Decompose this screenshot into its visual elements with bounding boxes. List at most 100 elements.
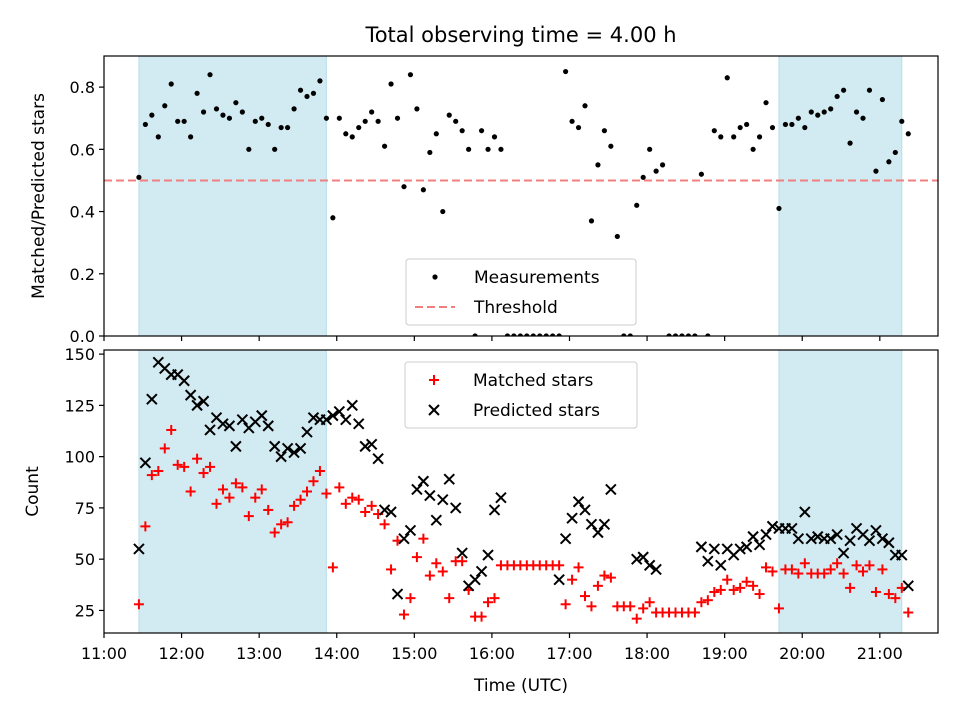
top-series-1-point	[705, 333, 711, 336]
bottom-series-1-point	[230, 478, 241, 489]
top-series-1-point	[847, 140, 853, 146]
bottom-series-1-point	[153, 465, 164, 476]
bottom-series-1-point	[321, 488, 332, 499]
top-series-1-point	[711, 128, 717, 134]
top-series-1-point	[614, 233, 620, 240]
bottom-series-2-point	[812, 530, 824, 543]
top-series-1-point	[265, 121, 271, 128]
bottom-series-2-point	[824, 532, 837, 545]
bottom-series-2-point	[236, 414, 249, 426]
top-chart-title: Total observing time = 4.00 h	[364, 23, 676, 47]
top-series-1-point	[278, 124, 284, 131]
top-series-1-point	[233, 100, 239, 106]
top-series-1-point	[653, 168, 659, 174]
bottom-series-2-point	[760, 528, 772, 541]
bottom-series-2-point	[139, 457, 152, 469]
bottom-y-tick-label: 50	[75, 550, 95, 569]
top-series-1-point	[388, 81, 394, 87]
bottom-y-tick-label: 100	[64, 448, 95, 467]
top-series-1-point	[394, 115, 401, 121]
bottom-legend-marker-1	[429, 375, 439, 385]
bottom-series-2-point	[876, 532, 889, 545]
bottom-series-1-point	[715, 584, 726, 595]
top-series-1-point	[291, 106, 297, 112]
bottom-series-1-point	[308, 476, 319, 487]
top-series-1-point	[375, 118, 381, 124]
top-y-tick-label: 0.6	[70, 140, 95, 159]
bottom-series-1-point	[334, 482, 345, 493]
top-series-1-point	[517, 333, 523, 336]
bottom-series-2-point	[320, 414, 333, 426]
bottom-series-1-point	[347, 492, 358, 503]
top-series-1-point	[356, 124, 362, 131]
top-series-1-point	[239, 109, 245, 115]
bottom-series-1-point	[411, 552, 422, 563]
bottom-series-2-point	[715, 559, 727, 572]
top-series-1-point	[899, 118, 905, 124]
bottom-series-2-point	[495, 491, 507, 504]
top-series-1-point	[349, 134, 355, 140]
top-series-1-point	[841, 87, 847, 93]
top-panel: 0.0 0.2 0.4 0.6 0.8 Matched/Predicted stars Me…	[29, 55, 939, 346]
top-series-1-point	[369, 109, 375, 115]
bottom-series-1-point	[741, 576, 752, 587]
bottom-series-2-point	[281, 442, 294, 455]
bottom-panel: 11:00 12:00 13:00 14:00 15:00 16:00 17:00 18:00…	[23, 345, 939, 663]
top-series-1-point	[330, 215, 336, 221]
top-series-1-point	[659, 162, 666, 168]
bottom-series-2-point	[579, 504, 591, 516]
top-series-1-point	[737, 124, 743, 131]
bottom-series-1-point	[179, 461, 190, 472]
bottom-series-1-point	[217, 484, 228, 495]
bottom-series-2-point	[301, 426, 313, 438]
top-series-1-point	[634, 202, 640, 208]
top-series-1-point	[427, 149, 433, 156]
bottom-series-1-point	[192, 453, 203, 464]
bottom-series-2-point	[307, 411, 320, 424]
bottom-series-2-point	[437, 493, 449, 506]
bottom-series-2-point	[637, 551, 649, 563]
top-series-1-point	[466, 146, 472, 152]
top-series-1-point	[724, 75, 730, 81]
top-series-1-point	[381, 143, 388, 149]
bottom-series-2-point	[799, 506, 811, 518]
bottom-series-2-point	[230, 440, 242, 453]
bottom-series-1-point	[140, 521, 151, 532]
top-series-1-point	[834, 93, 840, 100]
top-series-1-point	[679, 333, 685, 336]
bottom-series-2-point	[792, 532, 805, 545]
top-series-1-point	[259, 115, 265, 121]
bottom-y-tick-label: 25	[75, 601, 95, 620]
top-series-1-point	[272, 146, 278, 152]
top-series-1-point	[524, 333, 530, 336]
top-series-1-point	[317, 78, 323, 84]
bottom-series-2-point	[695, 541, 708, 553]
x-tick-label: 18:00	[624, 644, 670, 663]
bottom-series-1-point	[573, 562, 584, 573]
top-series-1-point	[440, 208, 446, 215]
bottom-series-2-point	[631, 553, 643, 565]
x-tick-label: 19:00	[702, 644, 748, 663]
bottom-series-1-point	[748, 580, 759, 591]
top-observing-window-1	[138, 55, 327, 337]
top-series-1-point	[588, 218, 595, 224]
bottom-series-1-point	[302, 486, 313, 497]
bottom-series-1-point	[586, 601, 597, 612]
x-tick-label: 14:00	[314, 644, 360, 663]
bottom-series-1-point	[457, 556, 468, 567]
bottom-series-2-point	[844, 535, 856, 547]
bottom-series-2-point	[146, 393, 158, 405]
top-series-1-point	[782, 121, 789, 128]
x-tick-label: 20:00	[779, 644, 825, 663]
bottom-series-2-point	[747, 530, 759, 543]
bottom-series-1-point	[702, 595, 713, 606]
bottom-series-1-point	[689, 607, 700, 618]
top-series-1-point	[310, 90, 317, 96]
top-series-1-point	[853, 109, 860, 115]
top-legend-marker-1	[432, 274, 438, 280]
bottom-series-1-point	[295, 494, 306, 505]
top-y-tick-label: 0.0	[70, 327, 95, 346]
bottom-series-2-point	[443, 473, 455, 485]
bottom-series-1-point	[638, 603, 649, 614]
bottom-series-1-point	[728, 584, 739, 595]
